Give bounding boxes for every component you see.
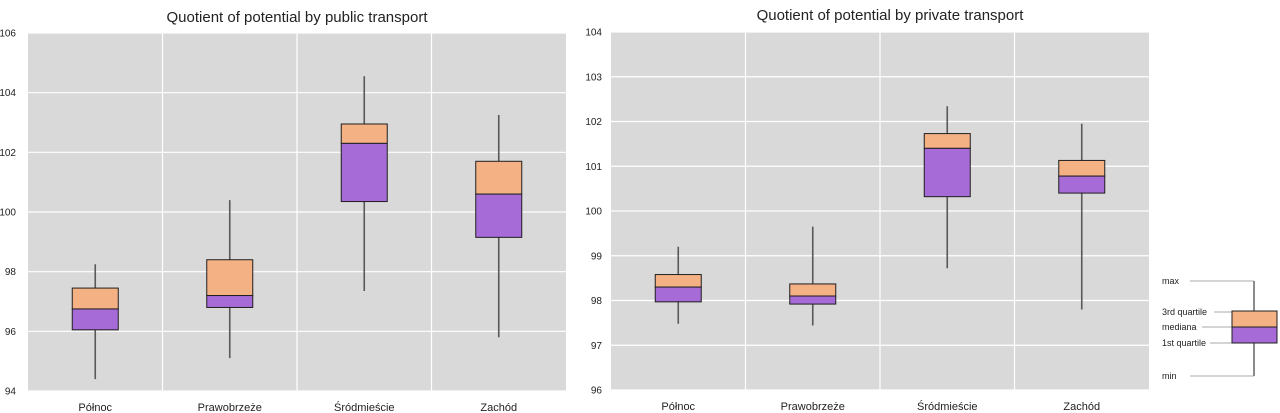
box-1 xyxy=(789,226,837,326)
key-median-label: mediana xyxy=(1162,322,1197,332)
y-tick-label: 96 xyxy=(5,327,17,338)
lower-quartile-box xyxy=(654,286,702,303)
y-tick-label: 98 xyxy=(591,296,603,307)
x-tick-label: Śródmieście xyxy=(334,401,395,413)
x-tick-label: Północ xyxy=(661,401,695,413)
public-transport-x-axis: Północ Prawobrzeże Śródmieście Zachód xyxy=(78,401,517,413)
lower-quartile-box xyxy=(923,147,971,198)
lower-quartile-box xyxy=(340,142,388,203)
upper-quartile-box xyxy=(340,123,388,144)
private-transport-x-axis: Północ Prawobrzeże Śródmieście Zachód xyxy=(661,400,1100,413)
lower-quartile-box xyxy=(71,308,119,331)
public-transport-chart-title: Quotient of potential by public transpor… xyxy=(167,9,429,26)
y-tick-label: 104 xyxy=(585,28,602,39)
y-tick-label: 102 xyxy=(0,148,16,159)
y-tick-label: 96 xyxy=(591,386,603,397)
lower-quartile-box xyxy=(789,295,837,305)
x-tick-label: Prawobrzeże xyxy=(781,401,845,413)
box-0 xyxy=(71,264,119,380)
y-tick-label: 104 xyxy=(0,88,16,99)
x-tick-label: Północ xyxy=(78,402,112,413)
y-tick-label: 99 xyxy=(591,251,603,262)
y-tick-label: 103 xyxy=(585,72,602,83)
x-tick-label: Zachód xyxy=(1063,401,1100,413)
y-tick-label: 101 xyxy=(585,162,602,173)
key-q1-label: 1st quartile xyxy=(1162,338,1206,348)
key-max-label: max xyxy=(1162,276,1180,286)
private-transport-boxes xyxy=(654,106,1106,326)
y-tick-label: 106 xyxy=(0,29,16,40)
box-plot-key: max 3rd quartile mediana 1st quartile mi… xyxy=(1162,276,1278,381)
public-transport-y-axis: 94 96 98 100 102 104 106 xyxy=(0,29,16,398)
upper-quartile-box xyxy=(923,133,971,149)
y-tick-label: 102 xyxy=(585,117,602,128)
key-min-label: min xyxy=(1162,371,1177,381)
upper-quartile-box xyxy=(654,274,702,288)
box-2 xyxy=(923,106,971,269)
public-transport-boxes xyxy=(71,76,523,380)
lower-quartile-box xyxy=(206,295,254,308)
private-transport-chart: 96 97 98 99 100 101 102 103 104 Północ Prawobrzeż… xyxy=(585,7,1149,413)
x-tick-label: Prawobrzeże xyxy=(198,402,262,413)
x-tick-label: Zachód xyxy=(480,402,517,413)
key-upper-box xyxy=(1231,310,1278,328)
upper-quartile-box xyxy=(206,259,254,297)
box-3 xyxy=(475,115,523,338)
y-tick-label: 97 xyxy=(591,341,603,352)
public-transport-chart: 94 96 98 100 102 104 106 Północ Prawobrzeże Śród… xyxy=(0,9,566,413)
private-transport-y-axis: 96 97 98 99 100 101 102 103 104 xyxy=(585,28,602,397)
x-tick-label: Śródmieście xyxy=(917,400,978,413)
public-transport-grid xyxy=(28,32,566,392)
upper-quartile-box xyxy=(475,160,523,195)
upper-quartile-box xyxy=(71,287,119,310)
box-3 xyxy=(1058,123,1106,310)
box-0 xyxy=(654,246,702,324)
upper-quartile-box xyxy=(789,283,837,297)
box-1 xyxy=(206,200,254,359)
y-tick-label: 100 xyxy=(585,207,602,218)
private-transport-chart-title: Quotient of potential by private transpo… xyxy=(757,7,1025,24)
lower-quartile-box xyxy=(1058,175,1106,194)
y-tick-label: 94 xyxy=(5,387,17,398)
lower-quartile-box xyxy=(475,193,523,238)
upper-quartile-box xyxy=(1058,159,1106,177)
y-tick-label: 98 xyxy=(5,267,17,278)
key-lower-box xyxy=(1231,326,1278,344)
y-tick-label: 100 xyxy=(0,208,16,219)
box-2 xyxy=(340,76,388,292)
key-q3-label: 3rd quartile xyxy=(1162,307,1207,317)
